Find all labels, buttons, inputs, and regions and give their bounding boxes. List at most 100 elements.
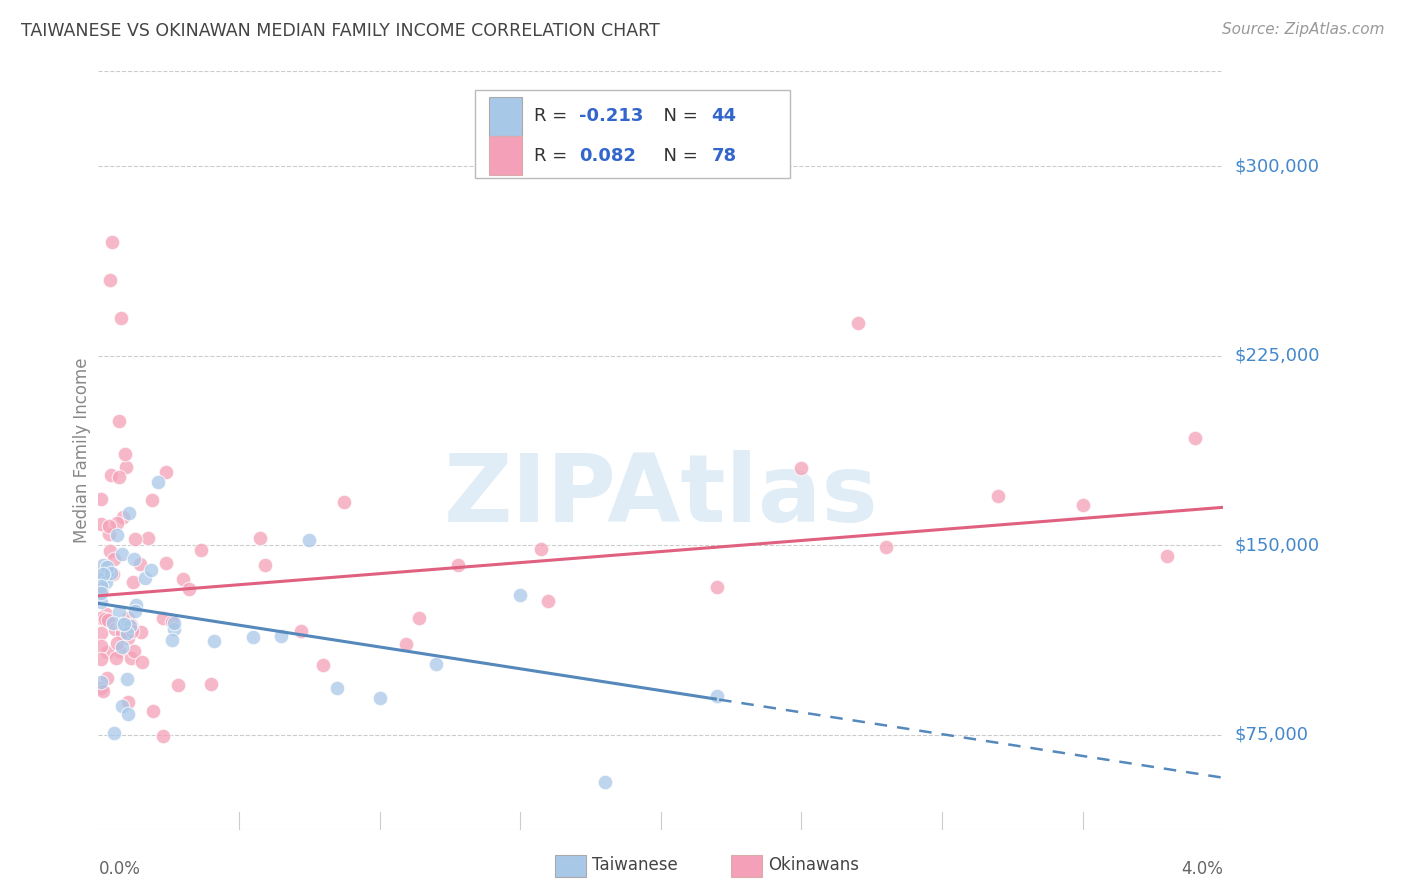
Point <box>425 657 447 672</box>
Point <box>290 624 312 639</box>
Point <box>162 615 184 630</box>
Point <box>190 543 212 558</box>
Point <box>108 414 131 428</box>
Point <box>110 310 132 325</box>
Point <box>103 566 125 581</box>
Point <box>90 579 112 593</box>
Point <box>160 632 183 647</box>
Point <box>122 644 145 658</box>
Point <box>790 461 813 475</box>
Point <box>90 611 112 625</box>
Text: Okinawans: Okinawans <box>768 856 859 874</box>
Point <box>94 607 117 622</box>
Point <box>593 775 616 789</box>
Point <box>124 604 146 618</box>
Point <box>111 616 134 631</box>
FancyBboxPatch shape <box>475 90 790 178</box>
Point <box>128 557 150 571</box>
Point <box>98 273 121 287</box>
Point <box>270 629 292 643</box>
Point <box>447 558 470 572</box>
Point <box>90 652 112 666</box>
Point <box>167 678 190 692</box>
Point <box>875 540 897 554</box>
Point <box>326 681 349 695</box>
Point <box>90 626 112 640</box>
Point <box>155 465 177 479</box>
Point <box>122 574 145 589</box>
Point <box>96 671 118 685</box>
Point <box>408 611 430 625</box>
Point <box>90 516 112 531</box>
Point <box>104 651 127 665</box>
Point <box>111 625 134 640</box>
Point <box>155 557 177 571</box>
Point <box>136 531 159 545</box>
FancyBboxPatch shape <box>489 136 523 176</box>
Point <box>122 551 145 566</box>
Point <box>104 622 127 636</box>
Point <box>530 542 553 557</box>
Point <box>117 695 139 709</box>
Point <box>93 570 115 584</box>
Point <box>91 558 114 572</box>
Point <box>121 624 143 638</box>
Point <box>98 518 121 533</box>
Point <box>105 527 128 541</box>
Point <box>254 558 277 573</box>
Point <box>111 510 134 524</box>
Point <box>103 726 125 740</box>
Point <box>90 681 112 695</box>
Point <box>115 460 138 475</box>
Point <box>1071 498 1094 512</box>
Point <box>249 531 271 545</box>
Point <box>107 470 129 484</box>
Point <box>98 544 121 558</box>
Point <box>395 636 418 650</box>
Point <box>96 560 118 574</box>
Text: -0.213: -0.213 <box>579 107 643 126</box>
Point <box>177 582 200 596</box>
Point <box>90 491 112 506</box>
Text: ZIPAtlas: ZIPAtlas <box>443 450 879 542</box>
Point <box>91 566 114 581</box>
Text: $225,000: $225,000 <box>1234 347 1320 365</box>
Point <box>202 633 225 648</box>
Text: $300,000: $300,000 <box>1234 157 1319 175</box>
Point <box>101 235 124 249</box>
Point <box>987 489 1010 503</box>
Text: N =: N = <box>652 107 703 126</box>
Point <box>142 704 165 718</box>
Point <box>706 689 728 703</box>
Point <box>90 674 112 689</box>
Point <box>706 580 728 594</box>
Point <box>90 586 112 600</box>
Point <box>117 631 139 645</box>
Point <box>139 563 162 577</box>
Point <box>111 698 134 713</box>
Text: 0.0%: 0.0% <box>98 860 141 878</box>
Point <box>96 566 118 580</box>
Point <box>1184 432 1206 446</box>
Point <box>160 615 183 629</box>
Point <box>96 645 118 659</box>
Text: Taiwanese: Taiwanese <box>592 856 678 874</box>
Text: 44: 44 <box>711 107 737 126</box>
Point <box>90 639 112 653</box>
Point <box>117 611 139 625</box>
Point <box>846 316 869 330</box>
Point <box>111 640 134 654</box>
Text: $75,000: $75,000 <box>1234 726 1309 744</box>
Point <box>129 624 152 639</box>
Point <box>93 684 115 698</box>
Point <box>100 467 122 482</box>
Point <box>101 615 124 630</box>
Point <box>110 548 132 562</box>
Point <box>114 447 136 461</box>
Point <box>118 506 141 520</box>
Point <box>117 706 139 721</box>
Point <box>242 630 264 644</box>
Text: N =: N = <box>652 146 703 165</box>
Point <box>120 651 142 665</box>
Point <box>152 611 174 625</box>
